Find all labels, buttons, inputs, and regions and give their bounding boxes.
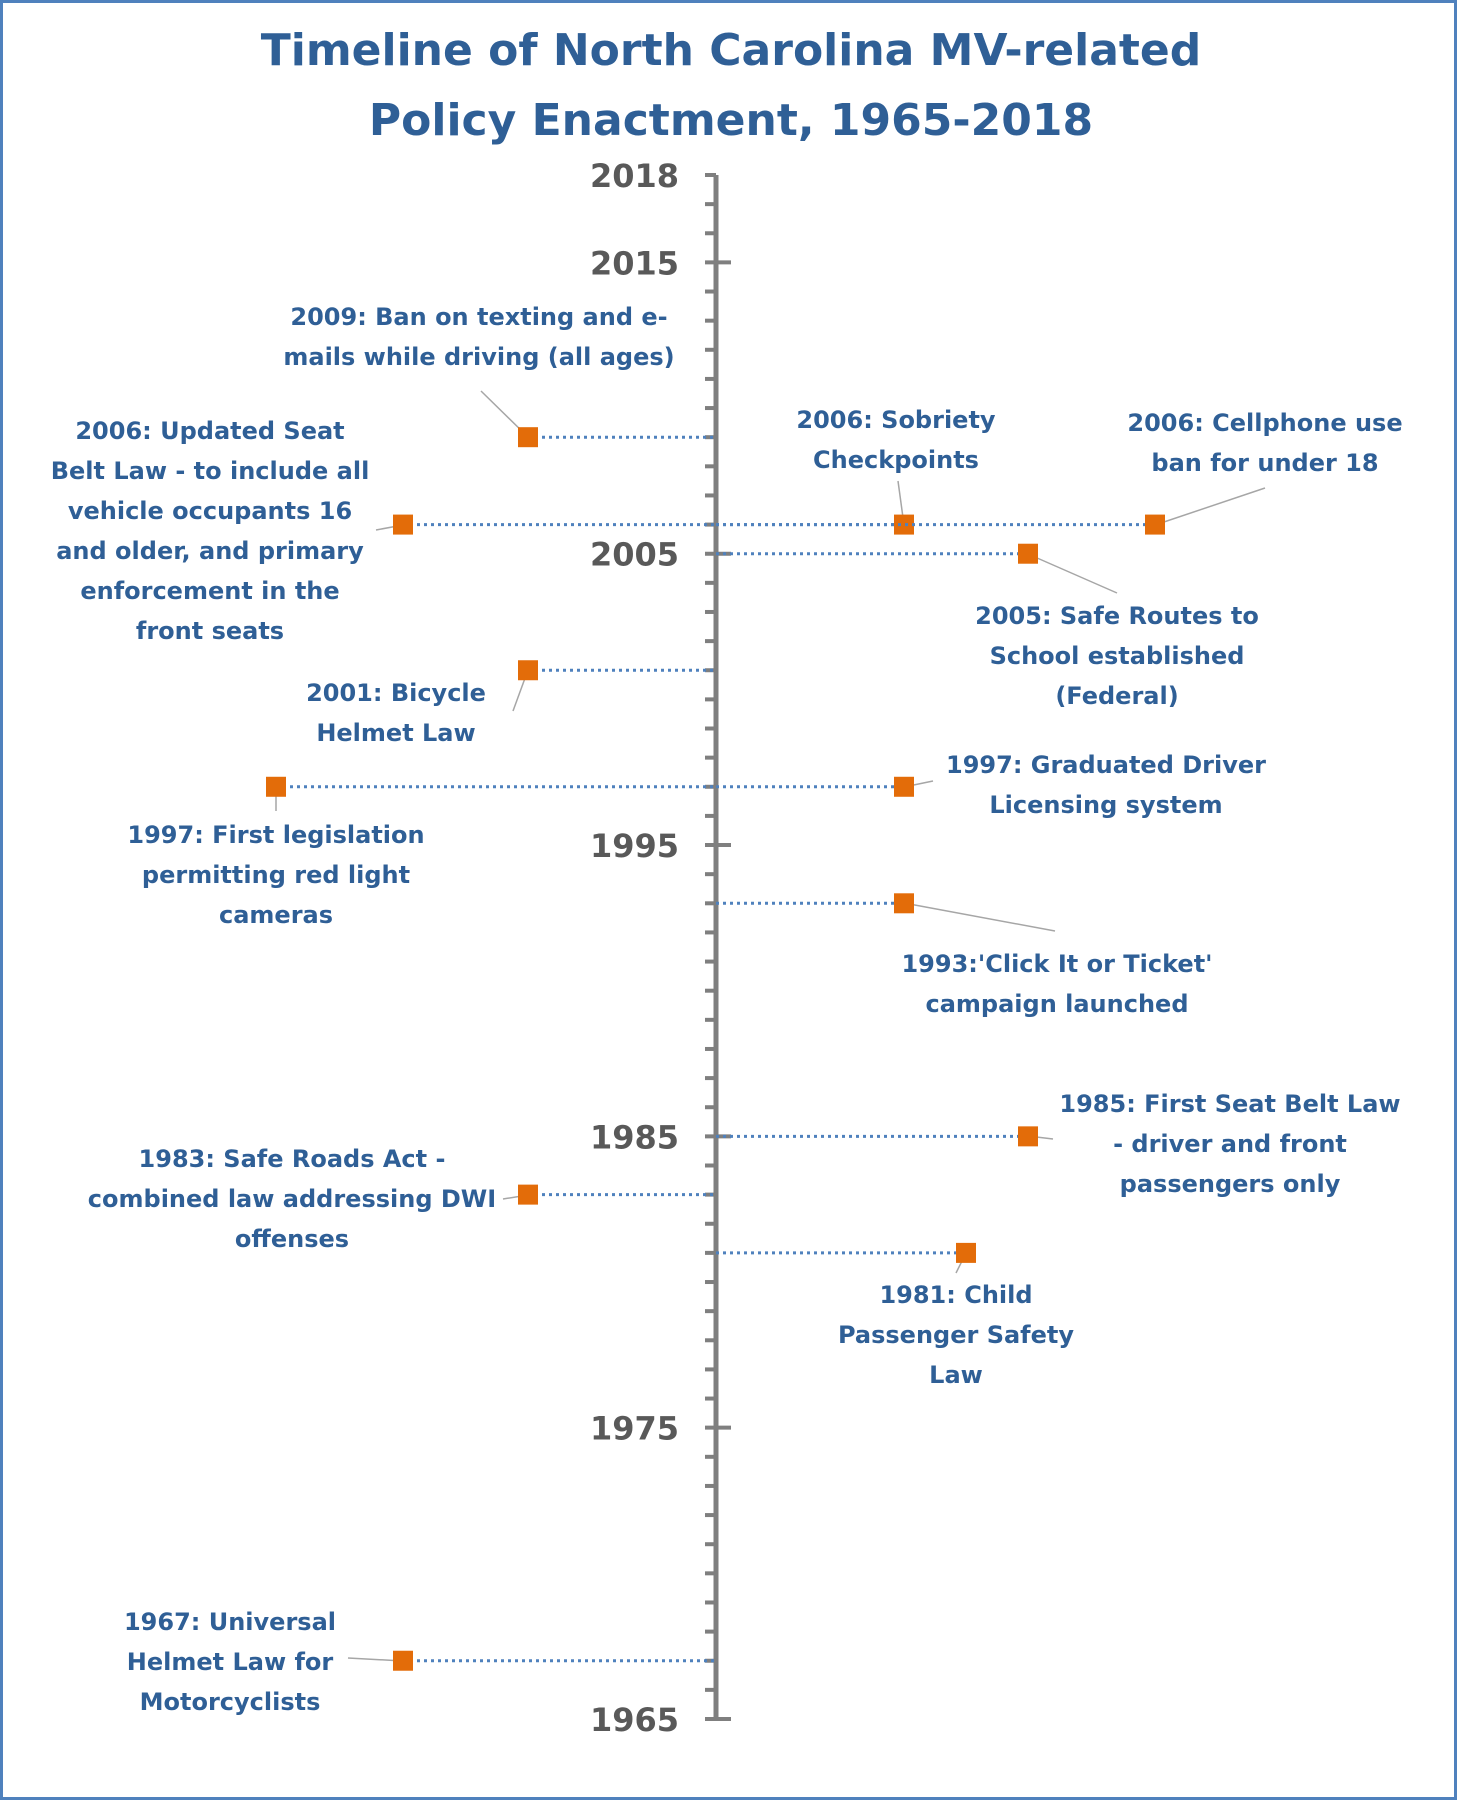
event-label-line: Passenger Safety: [838, 1321, 1074, 1349]
event-label-line: cameras: [219, 901, 333, 929]
event-label-line: 2006: Sobriety: [796, 406, 996, 434]
timeline-event: 1993:'Click It or Ticket' campaign launch…: [716, 893, 1213, 1018]
event-marker: [1018, 1126, 1038, 1147]
axis-tick-label: 1975: [590, 1410, 679, 1448]
event-label-line: Helmet Law for: [127, 1648, 334, 1676]
event-label-line: 1967: Universal: [124, 1608, 336, 1636]
event-label-line: School established: [990, 642, 1245, 670]
axis-tick-label: 2018: [590, 157, 679, 195]
event-label-line: 1983: Safe Roads Act -: [139, 1145, 446, 1173]
event-label-line: Law: [929, 1361, 983, 1389]
timeline-event: 1983: Safe Roads Act - combined law addre…: [88, 1145, 716, 1253]
event-leader-line: [1027, 553, 1118, 594]
event-label-line: 1985: First Seat Belt Law: [1059, 1090, 1400, 1118]
axis-tick-label: 1965: [590, 1701, 679, 1739]
event-label-line: passengers only: [1120, 1170, 1341, 1198]
event-marker: [1018, 543, 1038, 564]
event-label-line: - driver and front: [1113, 1130, 1347, 1158]
event-label-line: enforcement in the: [80, 577, 339, 605]
event-marker: [266, 776, 286, 797]
event-label-line: 2006: Updated Seat: [75, 417, 344, 445]
axis-tick-label: 1995: [590, 827, 679, 865]
event-label-line: Motorcyclists: [140, 1688, 321, 1716]
chart-title-line-1: Timeline of North Carolina MV-related: [261, 25, 1202, 76]
event-label-line: permitting red light: [142, 861, 410, 889]
event-marker: [518, 1184, 538, 1205]
timeline-event: 2006: Updated Seat Belt Law - to include …: [51, 417, 716, 645]
timeline-event: 2001: Bicycle Helmet Law: [306, 660, 716, 747]
timeline-event: 1997: First legislation permitting red li…: [127, 776, 716, 929]
event-leader-line: [1154, 487, 1266, 526]
event-label-line: mails while driving (all ages): [283, 343, 674, 371]
event-label-line: 2009: Ban on texting and e-: [290, 303, 667, 331]
event-marker: [393, 1650, 413, 1671]
event-marker: [894, 514, 914, 535]
event-marker: [956, 1242, 976, 1263]
event-label-line: 1997: Graduated Driver: [946, 751, 1266, 779]
axis-tick-label: 2015: [590, 244, 679, 282]
event-label-line: and older, and primary: [56, 537, 364, 565]
axis-tick-label: 2005: [590, 536, 679, 574]
timeline-chart: Timeline of North Carolina MV-related Po…: [51, 25, 1403, 1739]
timeline-event: 2006: Cellphone use ban for under 18: [716, 409, 1403, 535]
event-label-line: 2006: Cellphone use: [1127, 409, 1402, 437]
event-leader-line: [903, 902, 1056, 932]
event-label-line: 1993:'Click It or Ticket': [901, 950, 1212, 978]
event-label-line: combined law addressing DWI: [88, 1185, 496, 1213]
event-label-line: front seats: [136, 617, 284, 645]
event-label-line: ban for under 18: [1151, 449, 1378, 477]
event-label-line: 2005: Safe Routes to: [975, 602, 1259, 630]
timeline-event: 1967: Universal Helmet Law for Motorcyclis…: [124, 1608, 716, 1716]
event-marker: [894, 776, 914, 797]
event-marker: [1145, 514, 1165, 535]
timeline-event: 2006: Sobriety Checkpoints: [716, 406, 996, 535]
event-marker: [518, 660, 538, 681]
event-label-line: Licensing system: [989, 791, 1222, 819]
event-marker: [393, 514, 413, 535]
timeline-event: 1997: Graduated Driver Licensing system: [716, 751, 1266, 819]
event-label-line: 2001: Bicycle: [306, 679, 486, 707]
timeline-event: 2009: Ban on texting and e-mails while d…: [283, 303, 716, 448]
event-label-line: vehicle occupants 16: [68, 497, 352, 525]
event-marker: [894, 893, 914, 914]
event-label-line: Helmet Law: [316, 719, 475, 747]
event-label-line: offenses: [235, 1225, 349, 1253]
event-label-line: Belt Law - to include all: [51, 457, 370, 485]
axis-tick-label: 1985: [590, 1118, 679, 1156]
event-label-line: (Federal): [1055, 682, 1178, 710]
event-label-line: 1997: First legislation: [127, 821, 424, 849]
event-label-line: Checkpoints: [813, 446, 979, 474]
chart-title-line-2: Policy Enactment, 1965-2018: [369, 95, 1093, 146]
event-marker: [518, 427, 538, 448]
timeline-event: 1985: First Seat Belt Law - driver and fr…: [716, 1090, 1401, 1198]
event-label-line: campaign launched: [925, 990, 1188, 1018]
event-label-line: 1981: Child: [879, 1281, 1032, 1309]
timeline-event: 2005: Safe Routes to School established (F…: [716, 543, 1259, 710]
timeline-event: 1981: Child Passenger Safety Law: [716, 1242, 1074, 1389]
